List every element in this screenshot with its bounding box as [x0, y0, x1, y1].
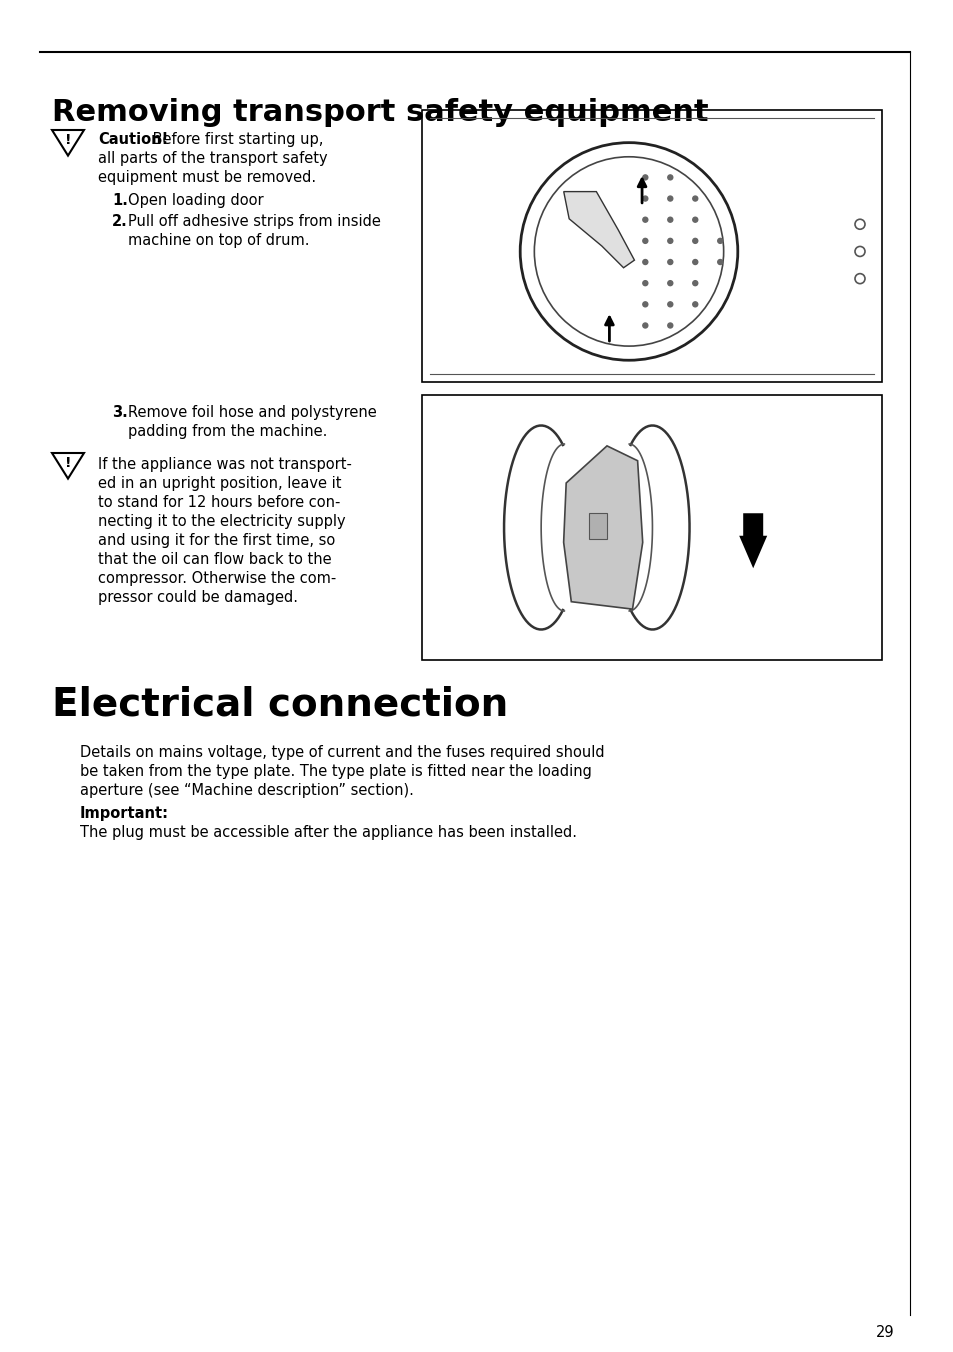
Circle shape	[692, 301, 697, 307]
Circle shape	[692, 238, 697, 243]
Circle shape	[642, 323, 647, 329]
Circle shape	[717, 260, 722, 265]
Circle shape	[642, 238, 647, 243]
Text: Details on mains voltage, type of current and the fuses required should: Details on mains voltage, type of curren…	[80, 745, 604, 760]
Text: 1.: 1.	[112, 193, 128, 208]
Circle shape	[667, 301, 672, 307]
Circle shape	[667, 218, 672, 222]
Circle shape	[692, 260, 697, 265]
Text: Open loading door: Open loading door	[128, 193, 263, 208]
Circle shape	[642, 218, 647, 222]
Text: compressor. Otherwise the com-: compressor. Otherwise the com-	[98, 571, 335, 585]
Text: necting it to the electricity supply: necting it to the electricity supply	[98, 514, 345, 529]
Text: machine on top of drum.: machine on top of drum.	[128, 233, 309, 247]
Circle shape	[642, 281, 647, 285]
Polygon shape	[563, 446, 642, 610]
Text: !: !	[65, 456, 71, 469]
Text: that the oil can flow back to the: that the oil can flow back to the	[98, 552, 332, 566]
Circle shape	[667, 281, 672, 285]
Circle shape	[642, 301, 647, 307]
Circle shape	[667, 260, 672, 265]
Circle shape	[692, 218, 697, 222]
Text: aperture (see “Machine description” section).: aperture (see “Machine description” sect…	[80, 783, 414, 798]
Circle shape	[642, 196, 647, 201]
Text: equipment must be removed.: equipment must be removed.	[98, 170, 315, 185]
Text: If the appliance was not transport-: If the appliance was not transport-	[98, 457, 352, 472]
Polygon shape	[563, 192, 634, 268]
Text: be taken from the type plate. The type plate is fitted near the loading: be taken from the type plate. The type p…	[80, 764, 591, 779]
Circle shape	[692, 281, 697, 285]
Text: pressor could be damaged.: pressor could be damaged.	[98, 589, 297, 604]
Text: !: !	[65, 132, 71, 147]
Text: and using it for the first time, so: and using it for the first time, so	[98, 533, 335, 548]
Circle shape	[717, 238, 722, 243]
Circle shape	[667, 174, 672, 180]
Text: Before first starting up,: Before first starting up,	[148, 132, 323, 147]
Text: 29: 29	[876, 1325, 894, 1340]
Text: Electrical connection: Electrical connection	[52, 685, 508, 723]
Text: The plug must be accessible after the appliance has been installed.: The plug must be accessible after the ap…	[80, 825, 577, 840]
Circle shape	[692, 196, 697, 201]
Text: Pull off adhesive strips from inside: Pull off adhesive strips from inside	[128, 214, 380, 228]
Circle shape	[667, 238, 672, 243]
Circle shape	[667, 196, 672, 201]
Bar	[421, 110, 882, 383]
Circle shape	[642, 174, 647, 180]
Circle shape	[667, 323, 672, 329]
Text: Remove foil hose and polystyrene: Remove foil hose and polystyrene	[128, 406, 376, 420]
Bar	[421, 395, 882, 660]
Polygon shape	[739, 514, 766, 568]
Text: to stand for 12 hours before con-: to stand for 12 hours before con-	[98, 495, 340, 510]
Bar	[589, 512, 606, 539]
Text: Removing transport safety equipment: Removing transport safety equipment	[52, 97, 708, 127]
Text: Caution!: Caution!	[98, 132, 168, 147]
Text: 2.: 2.	[112, 214, 128, 228]
Text: ed in an upright position, leave it: ed in an upright position, leave it	[98, 476, 341, 491]
Text: Important:: Important:	[80, 806, 169, 821]
Text: all parts of the transport safety: all parts of the transport safety	[98, 151, 327, 166]
Text: padding from the machine.: padding from the machine.	[128, 425, 327, 439]
Text: 3.: 3.	[112, 406, 128, 420]
Circle shape	[642, 260, 647, 265]
